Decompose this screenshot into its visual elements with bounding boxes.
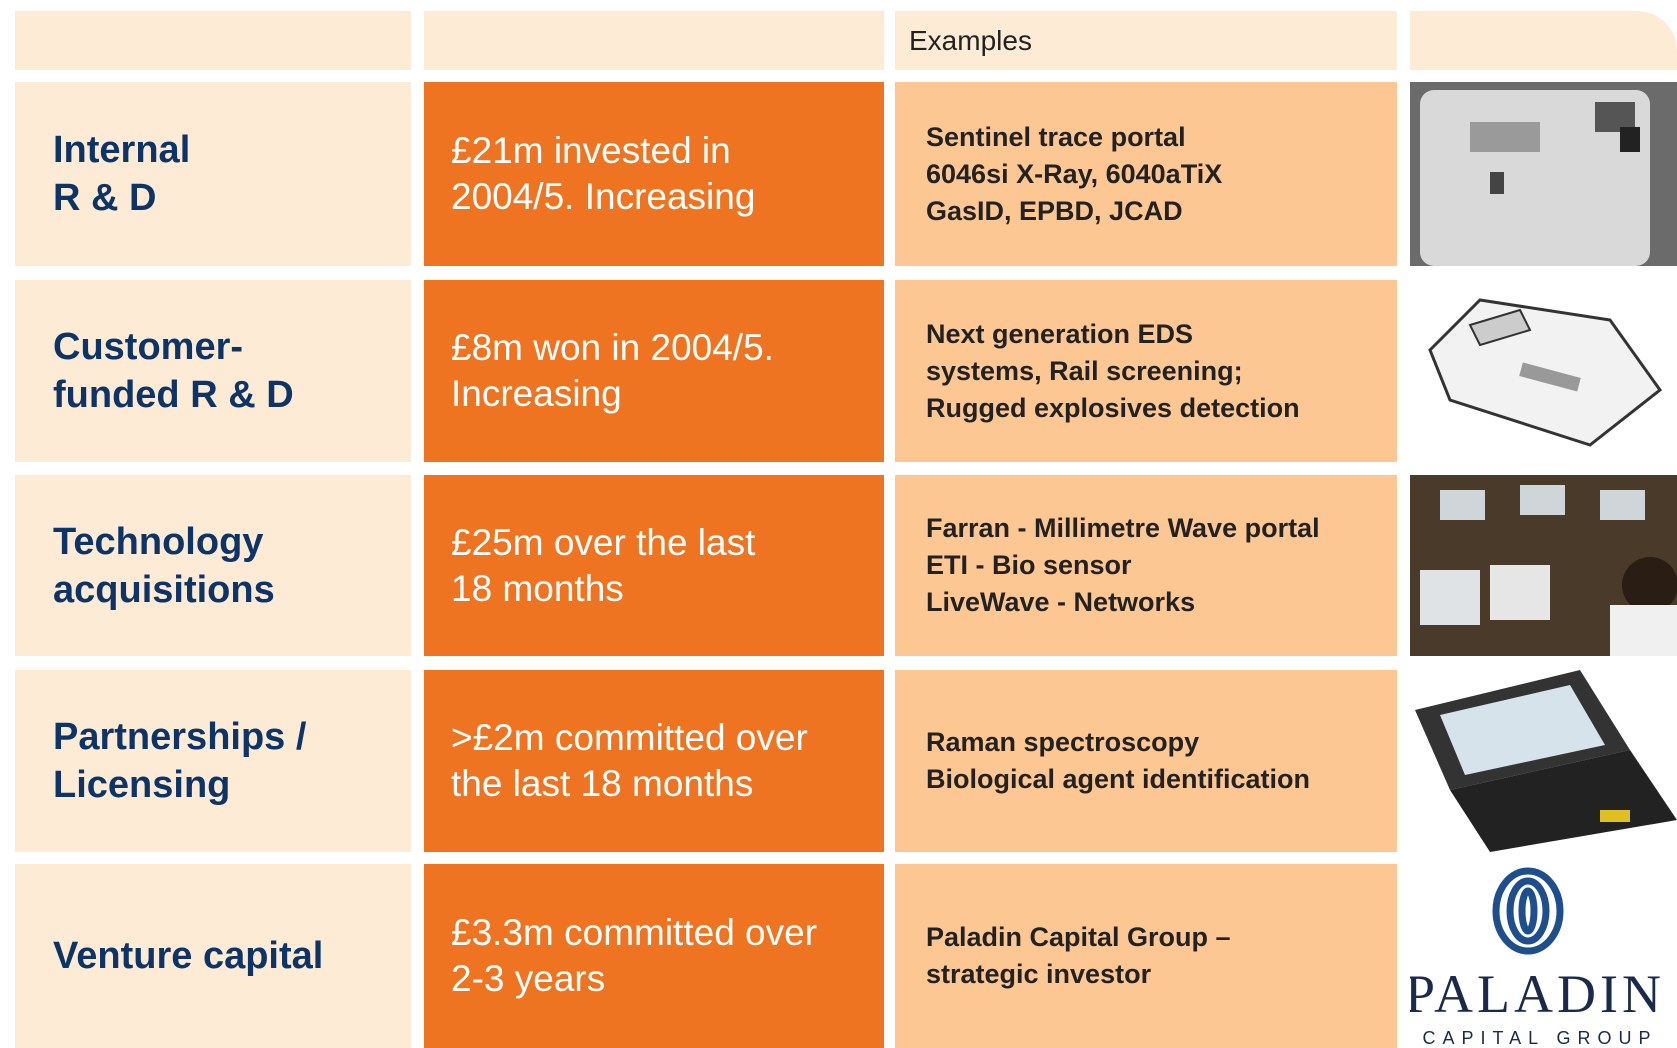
category-cell: Customer-funded R & D [15,280,411,462]
logo: PALADIN CAPITAL GROUP [1410,864,1677,1048]
category-cell: Venture capital [15,864,411,1048]
investment-cell: £3.3m committed over 2-3 years [424,864,884,1048]
investment-cell: £8m won in 2004/5. Increasing [424,280,884,462]
header-cell [1410,11,1677,70]
text-line: ETI - Bio sensor [926,550,1132,580]
text-line: 2-3 years [451,958,606,999]
product-image [1410,670,1677,852]
text-line: Internal [53,129,191,171]
product-image [1410,280,1677,462]
text-line: funded R & D [53,374,294,416]
examples-cell: Sentinel trace portal 6046si X-Ray, 6040a… [895,82,1397,266]
text-line: 2004/5. Increasing [451,176,756,217]
text-line: LiveWave - Networks [926,587,1196,617]
text-line: Customer- [53,326,244,368]
text-line: Increasing [451,373,622,414]
examples-cell: Next generation EDS systems, Rail screeni… [895,280,1397,462]
header-cell [15,11,411,70]
text-line: Paladin Capital Group – [926,922,1231,952]
text-line: acquisitions [53,568,275,611]
product-image [1410,475,1677,656]
text-line: £25m over the last [451,521,756,563]
category-cell: Partnerships / Licensing [15,670,411,852]
examples-cell: Raman spectroscopy Biological agent ident… [895,670,1397,852]
text-line: Partnerships / [53,716,307,758]
text-line: R & D [53,177,157,219]
text-line: 6046si X-Ray, 6040aTiX [926,158,1223,189]
text-line: £21m invested in [451,130,731,171]
text-line: Farran - Millimetre Wave portal [926,513,1320,543]
text-line: strategic investor [926,959,1152,989]
text-line: Next generation EDS [926,318,1194,349]
logo-subtitle: CAPITAL GROUP [1422,1028,1657,1048]
text-line: >£2m committed over [451,717,808,758]
investment-cell: £21m invested in 2004/5. Increasing [424,82,884,266]
category-cell: Internal R & D [15,82,411,266]
text-line: Rugged explosives detection [926,392,1300,423]
text-line: Technology [53,520,264,563]
category-cell: Technology acquisitions [15,475,411,656]
text-line: Biological agent identification [926,764,1311,794]
header-cell [424,11,884,70]
text-line: 18 months [451,567,624,609]
logo-name: PALADIN [1410,964,1665,1024]
text-line: GasID, EPBD, JCAD [926,195,1183,226]
text-line: Sentinel trace portal [926,121,1186,152]
text-line: Venture capital [53,935,324,977]
header-label: Examples [895,11,1397,70]
examples-cell: Paladin Capital Group – strategic investo… [895,864,1397,1048]
examples-cell: Farran - Millimetre Wave portal ETI - Bio… [895,475,1397,656]
text-line: systems, Rail screening; [926,355,1243,386]
text-line: Raman spectroscopy [926,727,1200,757]
text-line: £8m won in 2004/5. [451,327,774,368]
investment-cell: £25m over the last 18 months [424,475,884,656]
product-image [1410,82,1677,266]
text-line: Licensing [53,764,231,806]
investment-cell: >£2m committed over the last 18 months [424,670,884,852]
text-line: £3.3m committed over [451,912,818,953]
text-line: the last 18 months [451,763,754,804]
